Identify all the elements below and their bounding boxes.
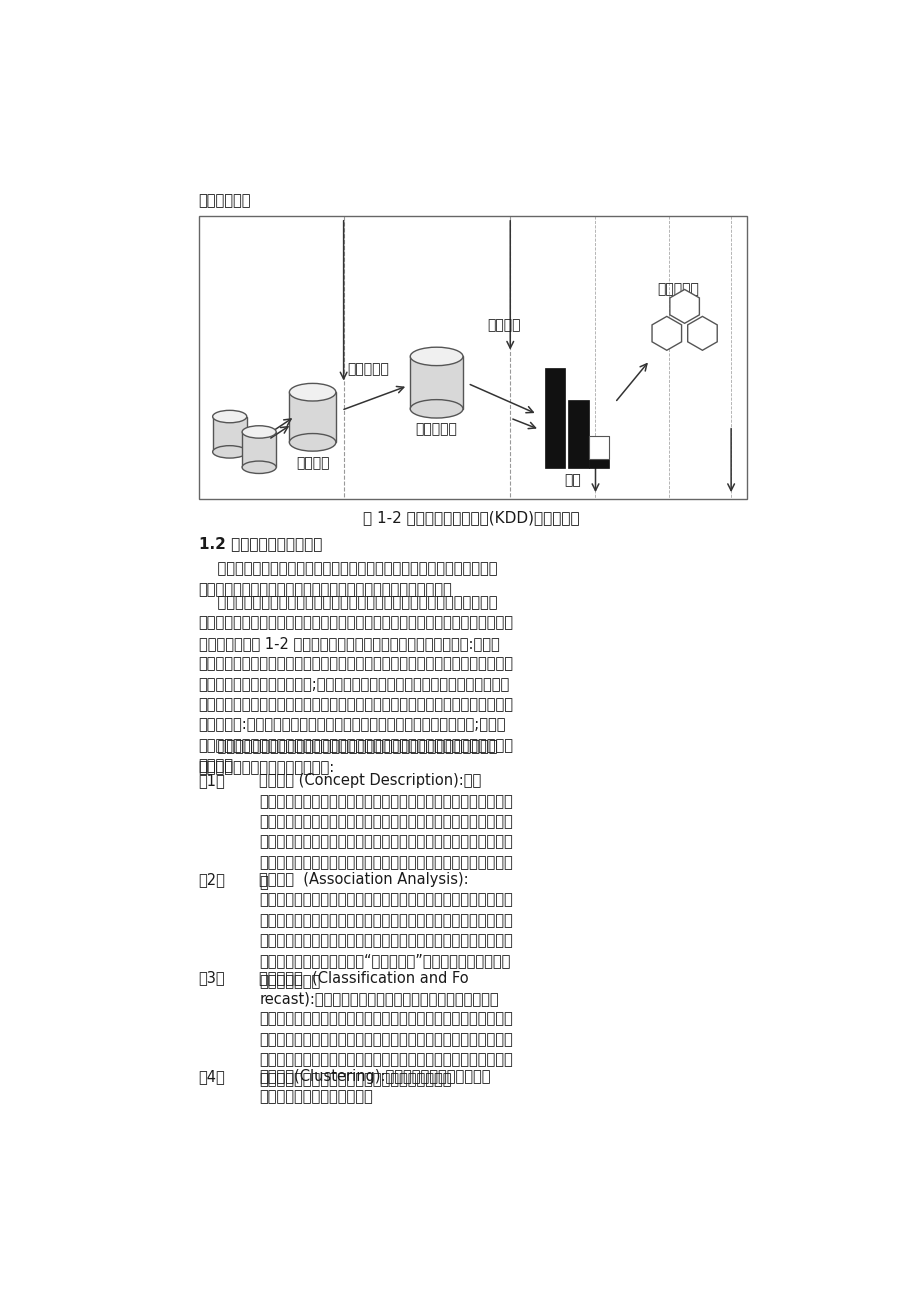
Text: （4）: （4） <box>199 1069 225 1085</box>
Text: （2）: （2） <box>199 872 225 887</box>
Ellipse shape <box>242 461 276 474</box>
Text: 聚类分析(Clustering):聚类和分类的功能类似，都
是预测类标签，但从学习方式: 聚类分析(Clustering):聚类和分类的功能类似，都 是预测类标签，但从学… <box>259 1069 490 1104</box>
Bar <box>212 417 246 452</box>
Ellipse shape <box>289 434 335 452</box>
Text: 数据仓库: 数据仓库 <box>296 456 329 470</box>
Polygon shape <box>652 316 681 350</box>
Ellipse shape <box>212 445 246 458</box>
Polygon shape <box>669 289 698 323</box>
Ellipse shape <box>410 400 462 418</box>
Text: 其次，从数据挖掘功能的角度对数据挖掘进行分类。根据数据挖掘的不同
功能，可将数据挖掘分成以下几类:: 其次，从数据挖掘功能的角度对数据挖掘进行分类。根据数据挖掘的不同 功能，可将数据… <box>199 740 496 775</box>
Bar <box>568 400 588 469</box>
Ellipse shape <box>410 348 462 366</box>
Ellipse shape <box>212 410 246 423</box>
Bar <box>410 357 462 409</box>
Bar <box>289 392 335 443</box>
Text: 模式: 模式 <box>563 474 580 487</box>
Text: 概念描述 (Concept Description):概念
描述是数据挖掘最简单和直接的功能，它指的是以汇总的、简洁的
、精确的方式描述数据库中的大量的细节数据: 概念描述 (Concept Description):概念 描述是数据挖掘最简单… <box>259 773 513 891</box>
Bar <box>242 432 276 467</box>
Text: 识进行展示。: 识进行展示。 <box>199 193 251 208</box>
Ellipse shape <box>242 426 276 439</box>
Text: 首先，从数据挖掘任务的角度对数据挖掘进行分类。数据挖掘是以数据挖
掘任务为单位的，一个数据挖掘任务走完数据挖掘的整个流程，其中包含了挖掘的
各个环节，如图 1-: 首先，从数据挖掘任务的角度对数据挖掘进行分类。数据挖掘是以数据挖 掘任务为单位的… <box>199 595 513 773</box>
Text: （3）: （3） <box>199 970 225 986</box>
Text: 数据挖掘技术涵盖的范围很广，可以用来解决各类不同的实际问题，下面
从数据挖掘的任务和功能这两个不同的角度对数据挖掘进行分类。: 数据挖掘技术涵盖的范围很广，可以用来解决各类不同的实际问题，下面 从数据挖掘的任… <box>199 561 496 596</box>
Text: 1.2 数据挖掘的分类和应用: 1.2 数据挖掘的分类和应用 <box>199 536 322 552</box>
Text: 图 1-2 数据库中的知识发现(KDD)流程示意图: 图 1-2 数据库中的知识发现(KDD)流程示意图 <box>363 510 579 526</box>
Ellipse shape <box>289 383 335 401</box>
Text: 评估与表示: 评估与表示 <box>657 281 698 296</box>
Text: 分类和预测  (Classification and Fo
recast):分类和预测是两种性质类似的数据分析形式，因
为两者都是根据当前数据行为预测未来的数据: 分类和预测 (Classification and Fo recast):分类和… <box>259 970 513 1087</box>
Text: 关联分析  (Association Analysis):
关联分析是指从大量数据中发现项集之间有趣的关联。关联分析广
泛地应用于购物篹或事物数据分析中，可以有: 关联分析 (Association Analysis): 关联分析是指从大量数据… <box>259 872 513 990</box>
Bar <box>545 368 564 469</box>
Text: 特定数据集: 特定数据集 <box>415 423 457 436</box>
Text: 数据挖掘: 数据挖掘 <box>486 318 520 332</box>
Polygon shape <box>686 316 717 350</box>
Bar <box>589 436 608 458</box>
Text: （1）: （1） <box>199 773 225 789</box>
Bar <box>199 216 746 499</box>
Text: 选择与转换: 选择与转换 <box>347 362 389 376</box>
Bar <box>589 436 608 469</box>
